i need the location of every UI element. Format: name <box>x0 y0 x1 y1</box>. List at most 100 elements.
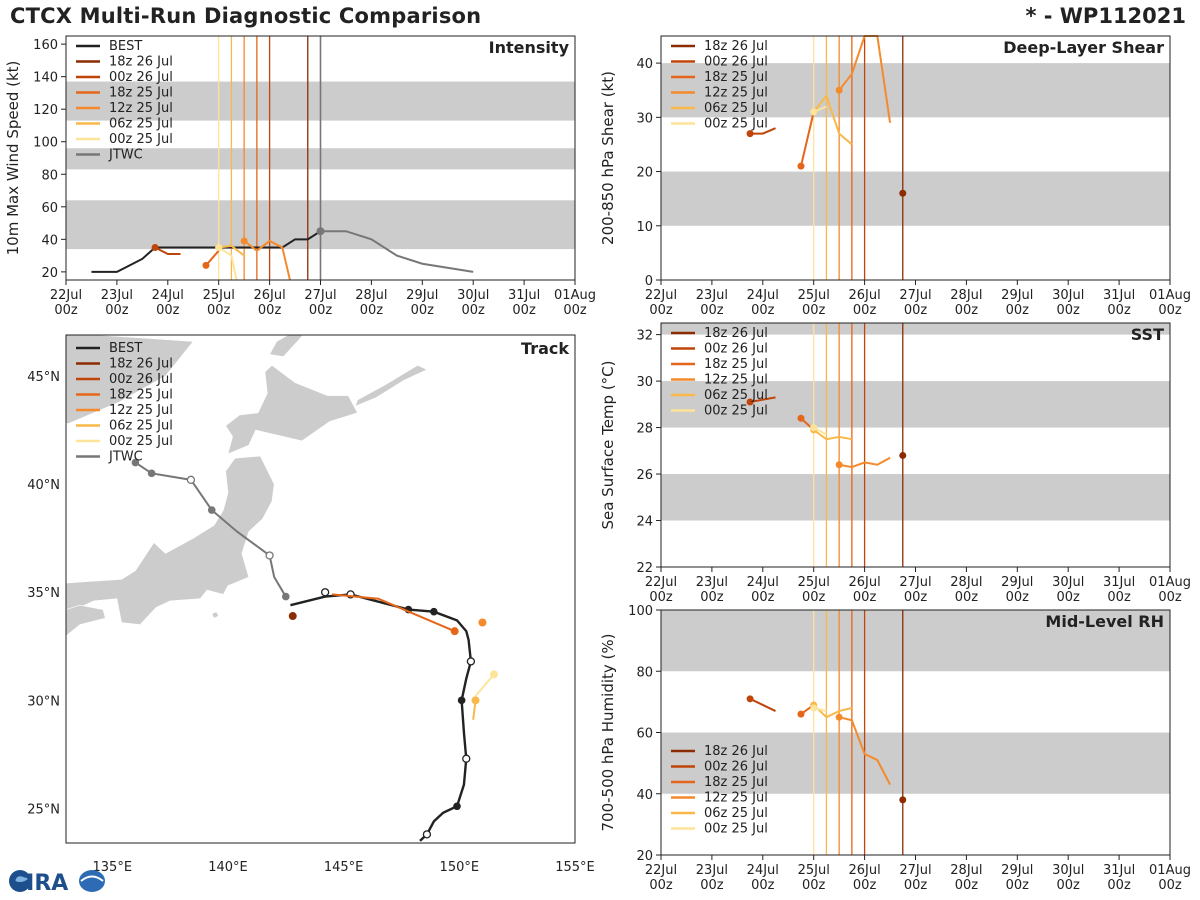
intensity-series-line <box>154 246 181 255</box>
intensity-ylabel: 10m Max Wind Speed (kt) <box>4 61 22 256</box>
izu-island-land <box>211 611 220 619</box>
track-ytick-label: 25°N <box>27 802 60 817</box>
track-point <box>478 618 487 627</box>
sst-title: SST <box>1131 325 1164 344</box>
sst-xtick-label: 00z <box>1158 590 1182 605</box>
shear-series-point <box>797 162 805 170</box>
shear-xtick-label: 00z <box>802 303 826 318</box>
track-legend-label: 00z 26 Jul <box>109 372 173 387</box>
shear-series-point <box>810 108 818 116</box>
rh-band <box>661 610 1170 672</box>
sst-xtick-label: 00z <box>802 590 826 605</box>
sst-xtick-label: 00z <box>751 590 775 605</box>
rh-panel: 2040608010022Jul00z23Jul00z24Jul00z25Jul… <box>599 604 1191 893</box>
shear-ylabel: 200-850 hPa Shear (kt) <box>599 71 617 245</box>
rh-ytick-label: 60 <box>636 727 653 742</box>
track-legend-label: 12z 25 Jul <box>109 403 173 418</box>
sst-ytick-label: 28 <box>636 422 653 437</box>
track-legend-label: 06z 25 Jul <box>109 419 173 434</box>
track-legend-label: BEST <box>109 341 142 356</box>
figure-title: CTCX Multi-Run Diagnostic Comparison <box>10 4 482 28</box>
intensity-jtwc-point <box>316 227 325 236</box>
logo-text: CIRA <box>10 871 68 896</box>
rh-xtick-label: 01Aug <box>1149 863 1191 878</box>
intensity-ytick-label: 160 <box>33 38 58 53</box>
intensity-ytick-label: 120 <box>33 103 58 118</box>
shear-series-line <box>812 93 853 146</box>
rh-series-line <box>838 716 891 786</box>
sst-panel: 22242628303222Jul00z23Jul00z24Jul00z25Ju… <box>599 322 1191 605</box>
rh-xtick-label: 23Jul <box>696 863 728 878</box>
shear-xtick-label: 24Jul <box>747 288 779 303</box>
sst-series-point <box>797 414 805 422</box>
intensity-xtick-label: 28Jul <box>355 288 387 303</box>
intensity-panel: 2040608010012014016022Jul00z23Jul00z24Ju… <box>4 35 596 318</box>
rh-xtick-label: 00z <box>1057 878 1081 893</box>
intensity-xtick-label: 00z <box>309 303 333 318</box>
rh-xtick-label: 00z <box>955 878 979 893</box>
track-xtick-label: 155°E <box>555 860 595 875</box>
intensity-legend-label: 00z 26 Jul <box>109 70 173 85</box>
track-point <box>288 612 297 621</box>
shear-series-line <box>750 127 776 135</box>
shear-xtick-label: 00z <box>1158 303 1182 318</box>
intensity-xtick-label: 30Jul <box>457 288 489 303</box>
track-point <box>466 657 476 666</box>
intensity-series-point <box>151 243 159 251</box>
intensity-xtick-label: 25Jul <box>203 288 235 303</box>
track-xtick-label: 140°E <box>208 860 248 875</box>
rh-xtick-label: 00z <box>904 878 928 893</box>
rh-xtick-label: 30Jul <box>1052 863 1084 878</box>
shear-legend-label: 00z 26 Jul <box>704 55 768 70</box>
sst-xtick-label: 00z <box>904 590 928 605</box>
sst-xtick-label: 28Jul <box>950 575 982 590</box>
intensity-xtick-label: 01Aug <box>554 288 596 303</box>
track-line <box>134 461 287 598</box>
intensity-legend-label: 18z 25 Jul <box>109 86 173 101</box>
shear-xtick-label: 00z <box>853 303 877 318</box>
shear-legend-label: 18z 25 Jul <box>704 70 768 85</box>
track-point <box>490 670 499 679</box>
intensity-legend-label: 18z 26 Jul <box>109 55 173 70</box>
asia-mainland-land <box>66 335 194 424</box>
shear-ytick-label: 30 <box>636 111 653 126</box>
shear-xtick-label: 00z <box>751 303 775 318</box>
intensity-xtick-label: 00z <box>105 303 129 318</box>
sst-xtick-label: 31Jul <box>1103 575 1135 590</box>
intensity-legend-label: 12z 25 Jul <box>109 101 173 116</box>
track-point <box>450 627 459 636</box>
track-ytick-label: 35°N <box>27 586 60 601</box>
intensity-xtick-label: 26Jul <box>253 288 285 303</box>
intensity-ytick-label: 140 <box>33 71 58 86</box>
sst-series-line <box>813 429 853 441</box>
intensity-xtick-label: 00z <box>563 303 587 318</box>
sst-xtick-label: 00z <box>853 590 877 605</box>
intensity-xtick-label: 00z <box>207 303 231 318</box>
track-ytick-label: 30°N <box>27 694 60 709</box>
intensity-xtick-label: 00z <box>512 303 536 318</box>
sakhalin-land <box>269 335 304 357</box>
shear-xtick-label: 00z <box>649 303 673 318</box>
rh-legend-label: 12z 25 Jul <box>704 791 768 806</box>
rh-xtick-label: 22Jul <box>645 863 677 878</box>
storm-id: * - WP112021 <box>1025 4 1186 28</box>
shear-xtick-label: 00z <box>904 303 928 318</box>
sst-series-point <box>835 461 843 469</box>
track-point <box>422 830 432 839</box>
track-point <box>265 551 274 560</box>
intensity-xtick-label: 00z <box>258 303 282 318</box>
sst-series-point <box>810 424 818 432</box>
track-legend-label: 18z 26 Jul <box>109 357 173 372</box>
rh-xtick-label: 00z <box>1107 878 1131 893</box>
intensity-legend-label: 06z 25 Jul <box>109 117 173 132</box>
shear-legend-label: 12z 25 Jul <box>704 86 768 101</box>
sst-band <box>661 474 1170 521</box>
shear-xtick-label: 23Jul <box>696 288 728 303</box>
rh-series-line <box>749 697 776 712</box>
track-point <box>131 458 140 467</box>
intensity-xtick-label: 27Jul <box>304 288 336 303</box>
rh-legend-label: 00z 26 Jul <box>704 760 768 775</box>
sst-band <box>661 323 1170 335</box>
rh-xtick-label: 24Jul <box>747 863 779 878</box>
shear-xtick-label: 28Jul <box>950 288 982 303</box>
